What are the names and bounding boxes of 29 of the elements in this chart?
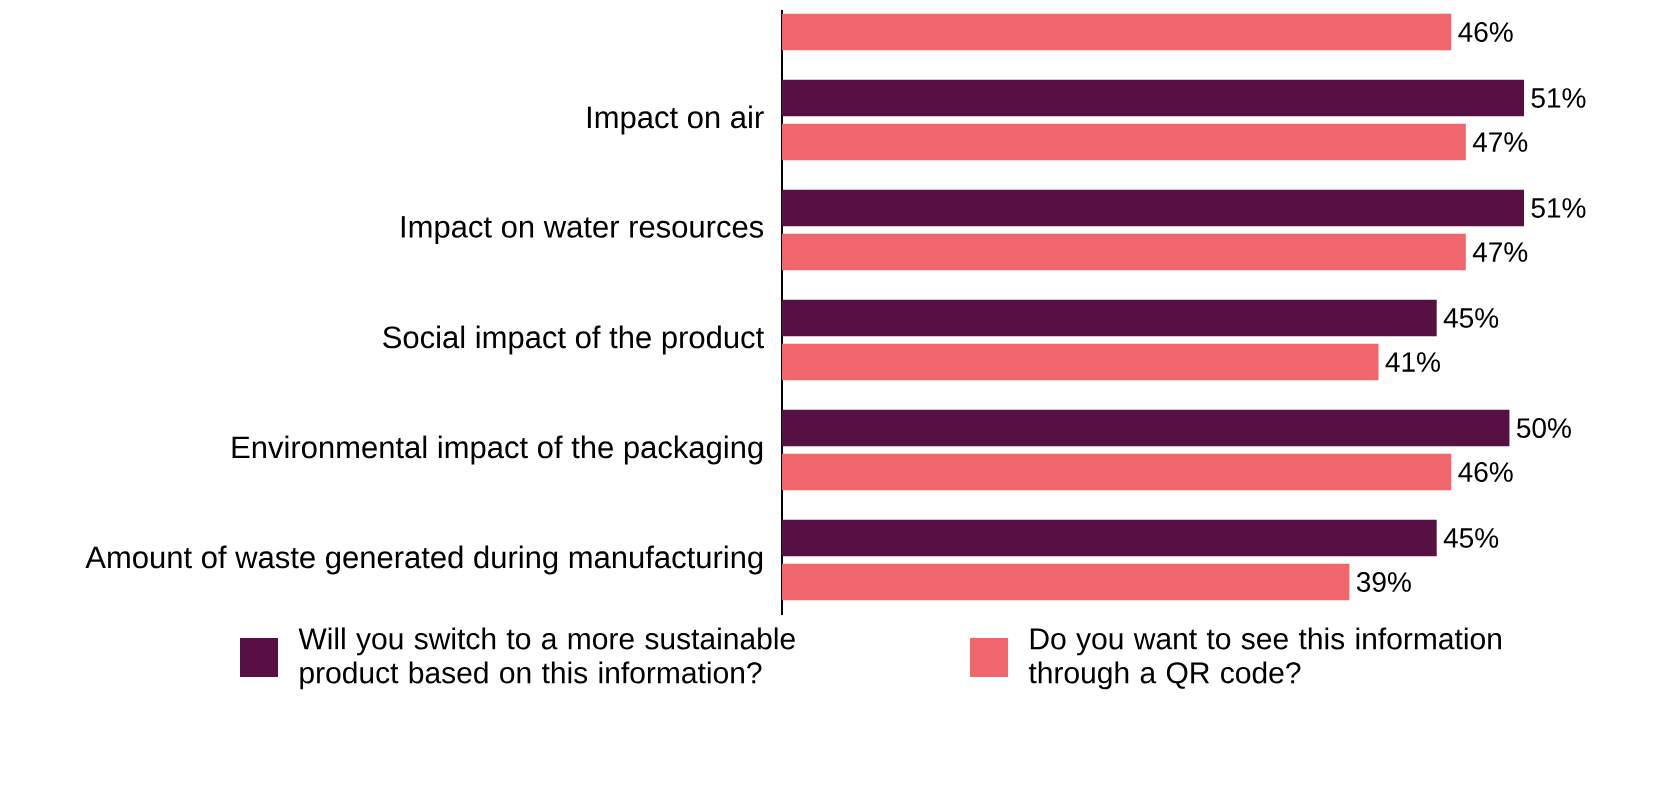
data-label: 50% — [1516, 418, 1571, 438]
data-label: 45% — [1443, 308, 1499, 328]
y-tick-label: Social impact of the product — [383, 325, 764, 355]
bar — [782, 13, 1452, 51]
data-label: 46% — [1458, 22, 1513, 42]
data-label: 51% — [1531, 88, 1586, 108]
bar — [782, 189, 1524, 227]
bar — [782, 343, 1379, 381]
bar — [782, 233, 1466, 271]
data-label: 46% — [1458, 462, 1513, 482]
data-label: 39% — [1356, 572, 1411, 592]
data-label: 47% — [1472, 242, 1528, 262]
y-tick-label: Environmental impact of the packaging — [232, 435, 763, 465]
data-label: 45% — [1443, 528, 1499, 548]
bar — [782, 299, 1437, 337]
bar — [782, 563, 1350, 601]
data-label: 47% — [1472, 132, 1528, 152]
legend-label: Will you switch to a more sustainable product based on this information? — [298, 627, 795, 690]
y-tick-label: Impact on water resources — [401, 216, 764, 244]
y-tick-label: Impact on air — [587, 105, 764, 135]
bar — [782, 409, 1510, 447]
data-label: 41% — [1385, 352, 1440, 372]
y-tick-label: Amount of waste generated during manufacturing — [85, 545, 763, 575]
bar — [782, 79, 1524, 117]
data-label: 51% — [1531, 198, 1586, 218]
bar — [782, 123, 1466, 161]
bar — [782, 453, 1452, 491]
bar — [782, 519, 1437, 557]
legend-label: Do you want to see this information through a QR code? — [1028, 627, 1501, 690]
